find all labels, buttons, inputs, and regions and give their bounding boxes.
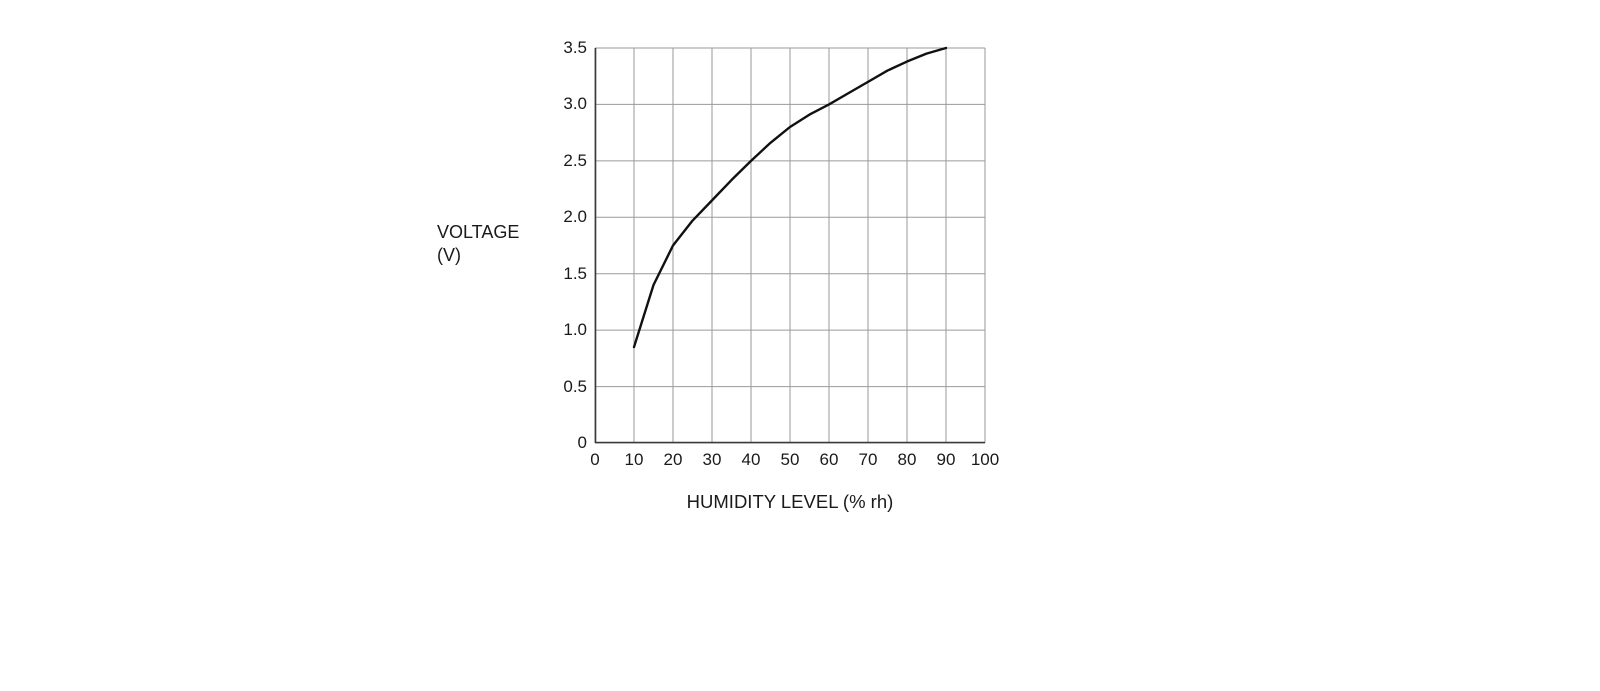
x-tick-label: 90 (936, 450, 956, 469)
plot-area (594, 46, 986, 444)
y-tick-label: 2.5 (563, 150, 587, 170)
x-axis-title: HUMIDITY LEVEL (% rh) (686, 491, 894, 512)
y-tick-label: 1.0 (563, 320, 587, 340)
series-curve-output-voltage-vs-humidity (632, 46, 948, 349)
x-tick-label: 50 (780, 450, 800, 469)
x-tick-label: 60 (819, 450, 839, 469)
y-tick-label: 1.5 (563, 263, 587, 283)
y-axis-title: VOLTAGE (V) (437, 221, 519, 267)
y-tick-label: 3.5 (563, 38, 587, 57)
y-axis-title-line1: VOLTAGE (437, 222, 520, 242)
x-tick-label: 70 (858, 450, 878, 469)
x-tick-label: 30 (702, 450, 722, 469)
x-tick-label: 20 (663, 450, 683, 469)
x-tick-label: 0 (590, 450, 600, 469)
y-tick-label: 3.0 (563, 94, 587, 114)
y-axis-title-line2: (V) (437, 245, 461, 265)
x-tick-label: 100 (970, 450, 1000, 469)
y-tick-label: 0.5 (563, 376, 587, 396)
x-axis-tick-labels: 0 10 20 30 40 50 60 70 80 90 100 (590, 449, 999, 471)
x-tick-label: 80 (897, 450, 917, 469)
y-tick-label: 2.0 (563, 207, 587, 227)
y-tick-label: 0 (577, 433, 587, 452)
x-tick-label: 40 (741, 450, 761, 469)
x-tick-label: 10 (624, 450, 644, 469)
y-axis-tick-labels: 0 0.5 1.0 1.5 2.0 2.5 3.0 3.5 (507, 38, 587, 452)
